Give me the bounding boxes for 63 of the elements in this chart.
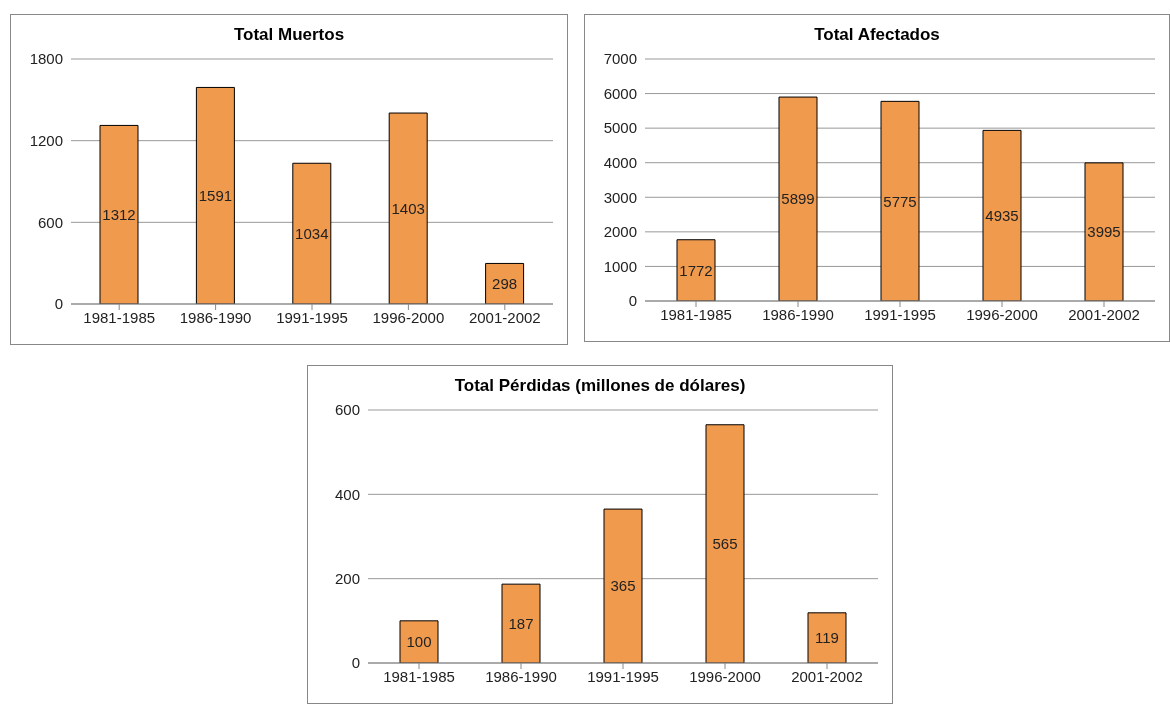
y-tick-label: 4000 (603, 154, 637, 172)
bar (807, 612, 847, 663)
y-tick-label: 3000 (603, 188, 637, 206)
bar (195, 86, 235, 304)
data-label: 565 (712, 535, 738, 553)
bar (880, 100, 920, 301)
chart-title: Total Pérdidas (millones de dólares) (453, 376, 747, 396)
x-tick-label: 1991-1995 (587, 667, 659, 685)
bar (982, 129, 1022, 301)
data-label: 3995 (1087, 223, 1121, 241)
data-label: 119 (815, 629, 839, 647)
data-label: 5899 (781, 190, 815, 208)
x-tick-label: 2001-2002 (468, 308, 541, 326)
y-tick-label: 0 (54, 295, 63, 313)
y-tick-label: 400 (334, 485, 360, 503)
data-label: 1312 (102, 206, 136, 224)
x-tick-label: 1981-1985 (660, 305, 732, 323)
x-tick-label: 1996-2000 (966, 305, 1038, 323)
y-tick-label: 0 (351, 654, 360, 672)
x-tick-label: 1981-1985 (383, 667, 455, 685)
data-label: 298 (492, 275, 518, 293)
data-label: 365 (610, 577, 636, 595)
chart-title: Total Afectados (813, 25, 941, 45)
bar (399, 620, 439, 663)
bar (99, 124, 139, 304)
y-tick-label: 0 (628, 292, 637, 310)
bar (603, 508, 643, 663)
x-tick-label: 2001-2002 (1068, 305, 1140, 323)
data-label: 187 (508, 614, 534, 632)
x-tick-label: 1996-2000 (372, 308, 445, 326)
y-tick-label: 1800 (29, 50, 63, 68)
y-tick-label: 6000 (603, 84, 637, 102)
bar (676, 239, 716, 301)
chart-title: Total Muertos (232, 25, 346, 45)
bar (778, 96, 818, 301)
y-tick-label: 2000 (603, 223, 637, 241)
data-label: 4935 (985, 207, 1019, 225)
bar (501, 583, 541, 663)
data-label: 1772 (679, 261, 713, 279)
x-tick-label: 1986-1990 (485, 667, 557, 685)
x-tick-label: 1981-1985 (83, 308, 156, 326)
y-tick-label: 7000 (603, 50, 637, 68)
data-label: 100 (406, 633, 432, 651)
data-label: 1591 (198, 187, 233, 205)
x-tick-label: 1996-2000 (689, 667, 761, 685)
bar (388, 112, 428, 304)
y-tick-label: 1000 (603, 257, 637, 275)
y-tick-label: 600 (37, 213, 63, 231)
y-tick-label: 5000 (603, 119, 637, 137)
x-tick-label: 1991-1995 (276, 308, 348, 326)
y-tick-label: 200 (334, 569, 360, 587)
bar (292, 162, 332, 304)
y-tick-label: 600 (334, 401, 360, 419)
x-tick-label: 2001-2002 (791, 667, 863, 685)
data-label: 1034 (295, 224, 329, 242)
bar (705, 424, 745, 663)
data-label: 1403 (391, 199, 425, 217)
y-tick-label: 1200 (29, 131, 63, 149)
x-tick-label: 1986-1990 (179, 308, 252, 326)
bar (1084, 162, 1124, 301)
data-label: 5775 (883, 192, 917, 210)
x-tick-label: 1991-1995 (864, 305, 936, 323)
x-tick-label: 1986-1990 (762, 305, 834, 323)
